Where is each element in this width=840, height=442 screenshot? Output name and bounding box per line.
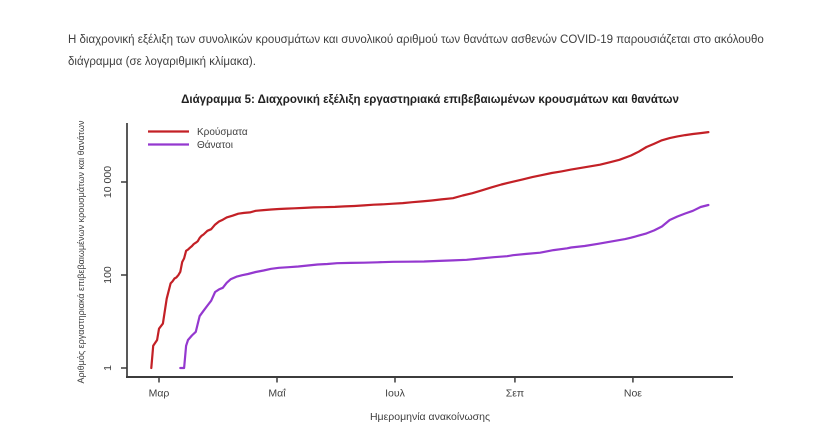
- x-tick-label: Νοε: [624, 388, 642, 400]
- deaths-legend-label: Θάνατοι: [197, 139, 233, 151]
- x-axis-title: Ημερομηνία ανακοίνωσης: [369, 411, 491, 423]
- y-tick-label: 100: [102, 266, 114, 284]
- x-tick-label: Μαρ: [149, 388, 170, 400]
- x-tick-label: Σεπ: [506, 388, 524, 400]
- deaths-line: [179, 203, 710, 370]
- x-tick-label: Μαΐ: [268, 388, 286, 400]
- y-tick-label: 1: [102, 365, 114, 371]
- x-axis-ticks: Μαρ Μαΐ Ιουλ Σεπ Νοε: [149, 377, 642, 400]
- y-axis-ticks: 1 100 10 000: [102, 166, 127, 371]
- intro-paragraph: Η διαχρονική εξέλιξη των συνολικών κρουσ…: [68, 34, 764, 68]
- cases-legend-label: Κρούσματα: [197, 126, 248, 138]
- x-tick-label: Ιουλ: [385, 388, 405, 400]
- y-tick-label: 10 000: [102, 166, 114, 198]
- chart-title: Διάγραμμα 5: Διαχρονική εξέλιξη εργαστηρ…: [181, 94, 679, 106]
- cases-line: [150, 131, 710, 370]
- legend: Κρούσματα Θάνατοι: [148, 126, 248, 151]
